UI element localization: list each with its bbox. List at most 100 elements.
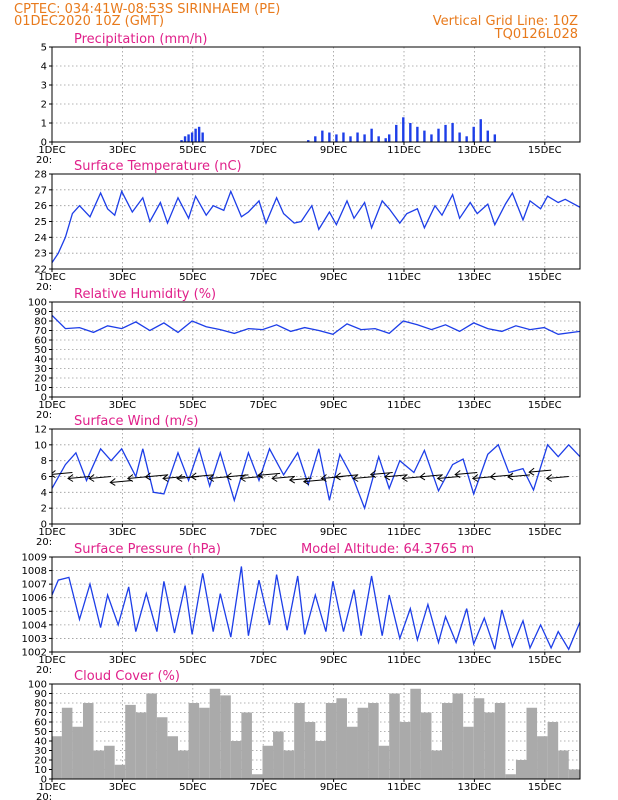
vertical-grid-note: Vertical Grid Line: 10Z xyxy=(433,14,578,29)
x-tick-label: 15DEC xyxy=(528,400,562,411)
surface-temperature-frame xyxy=(51,173,581,270)
wind-arrow-shaft xyxy=(437,476,460,479)
cloud-cover-bar xyxy=(336,698,347,779)
precip-bar xyxy=(356,132,359,142)
precip-bar xyxy=(328,132,331,142)
cloud-cover-bar xyxy=(156,717,168,779)
precipitation-title: Precipitation (mm/h) xyxy=(74,32,207,47)
x-tick-label: 13DEC xyxy=(458,400,492,411)
cloud-cover-bar xyxy=(431,750,443,779)
y-tick-label: 3 xyxy=(41,81,47,92)
x-tick-label: 9DEC xyxy=(320,272,347,283)
relative-humidity-series xyxy=(52,314,580,336)
cloud-cover-bar xyxy=(452,693,464,779)
cloud-cover-frame xyxy=(51,683,581,780)
wind-arrow-head xyxy=(88,474,95,482)
precip-bar xyxy=(384,138,387,142)
cloud-cover-bar xyxy=(104,745,115,779)
surface-wind-frame xyxy=(51,428,581,525)
y-tick-label: 2 xyxy=(41,100,47,111)
y-tick-label: 22 xyxy=(34,265,47,276)
surface-wind-panel: 0 2 4 6 8 10 12 1DEC 3DEC 5DEC 7DEC 9DEC 11DEC 13DEC 1… xyxy=(34,414,581,548)
y-tick-label: 10 xyxy=(34,765,47,776)
x-tick-label: 11DEC xyxy=(387,400,421,411)
y-tick-label: 28 xyxy=(34,170,47,181)
cloud-cover-series xyxy=(52,688,580,779)
x-tick-overflow-label: 20: xyxy=(36,155,52,166)
x-tick-label: 9DEC xyxy=(320,527,347,538)
precip-bar xyxy=(180,140,183,142)
station-header: CPTEC: 034:41W-08:53S SIRINHAEM (PE) xyxy=(14,2,280,17)
x-tick-label: 15DEC xyxy=(528,527,562,538)
precip-bar xyxy=(416,126,419,142)
y-tick-label: 0 xyxy=(41,775,47,786)
x-tick-overflow-label: 20: xyxy=(36,792,52,800)
y-tick-label: 80 xyxy=(34,699,47,710)
wind-arrow xyxy=(302,477,326,486)
cloud-cover-bar xyxy=(420,712,432,779)
wind-arrow xyxy=(528,467,552,476)
wind-arrow-head xyxy=(176,474,183,482)
y-tick-label: 25 xyxy=(34,217,47,228)
x-tick-label: 1DEC xyxy=(38,145,65,156)
x-tick-label: 9DEC xyxy=(320,782,347,793)
precip-bar xyxy=(321,130,324,142)
x-tick-label: 7DEC xyxy=(250,145,277,156)
wind-arrow-shaft xyxy=(110,479,133,483)
cloud-cover-title: Cloud Cover (%) xyxy=(74,669,180,684)
x-tick-label: 5DEC xyxy=(179,655,206,666)
y-tick-label: 1008 xyxy=(22,566,47,577)
wind-arrow xyxy=(144,472,168,481)
relative-humidity-line xyxy=(52,314,580,336)
y-tick-label: 30 xyxy=(34,364,47,375)
wind-arrow xyxy=(419,472,443,481)
x-tick-label: 3DEC xyxy=(109,272,136,283)
precip-bar xyxy=(377,136,380,142)
x-tick-label: 9DEC xyxy=(320,400,347,411)
surface-wind-line xyxy=(52,443,580,511)
cloud-cover-bar xyxy=(346,726,358,779)
x-tick-label: 5DEC xyxy=(179,400,206,411)
y-tick-label: 4 xyxy=(41,488,47,499)
cloud-cover-bar xyxy=(230,741,242,779)
x-tick-label: 15DEC xyxy=(528,272,562,283)
x-tick-label: 7DEC xyxy=(250,782,277,793)
wind-arrow xyxy=(88,474,112,482)
y-tick-label: 100 xyxy=(28,298,47,309)
y-tick-label: 8 xyxy=(41,456,47,467)
wind-arrow-shaft xyxy=(507,474,531,478)
x-tick-label: 1DEC xyxy=(38,655,65,666)
wind-arrow-shaft xyxy=(52,472,73,475)
y-tick-label: 26 xyxy=(34,201,47,212)
x-tick-overflow-label: 20: xyxy=(36,282,52,293)
precipitation-frame xyxy=(51,46,581,143)
wind-arrow-shaft xyxy=(272,476,295,479)
cloud-cover-bar xyxy=(484,712,495,779)
y-tick-label: 30 xyxy=(34,746,47,757)
cloud-cover-bar xyxy=(241,712,252,779)
precipitation-series xyxy=(180,117,497,142)
x-tick-label: 3DEC xyxy=(109,400,136,411)
cloud-cover-bar xyxy=(262,745,274,779)
precip-bar xyxy=(183,136,187,142)
precip-bar xyxy=(307,140,310,142)
x-tick-label: 1DEC xyxy=(38,400,65,411)
cloud-cover-bar xyxy=(505,774,516,779)
wind-arrow-head xyxy=(288,475,296,484)
cloud-cover-bar xyxy=(72,726,83,779)
surface-pressure-frame xyxy=(51,556,581,653)
cloud-cover-bar xyxy=(526,707,538,779)
wind-arrow-head xyxy=(369,470,377,478)
x-tick-label: 3DEC xyxy=(109,527,136,538)
wind-arrow-head xyxy=(109,478,116,486)
y-tick-label: 1 xyxy=(41,119,47,130)
wind-arrow-head xyxy=(126,474,134,482)
y-tick-label: 40 xyxy=(34,355,47,366)
cloud-cover-bar xyxy=(273,731,284,779)
cloud-cover-bar xyxy=(209,688,221,779)
relative-humidity-title: Relative Humidity (%) xyxy=(74,287,216,302)
wind-arrow xyxy=(257,470,281,479)
wind-arrow-head xyxy=(352,474,359,482)
wind-arrow xyxy=(320,474,344,482)
